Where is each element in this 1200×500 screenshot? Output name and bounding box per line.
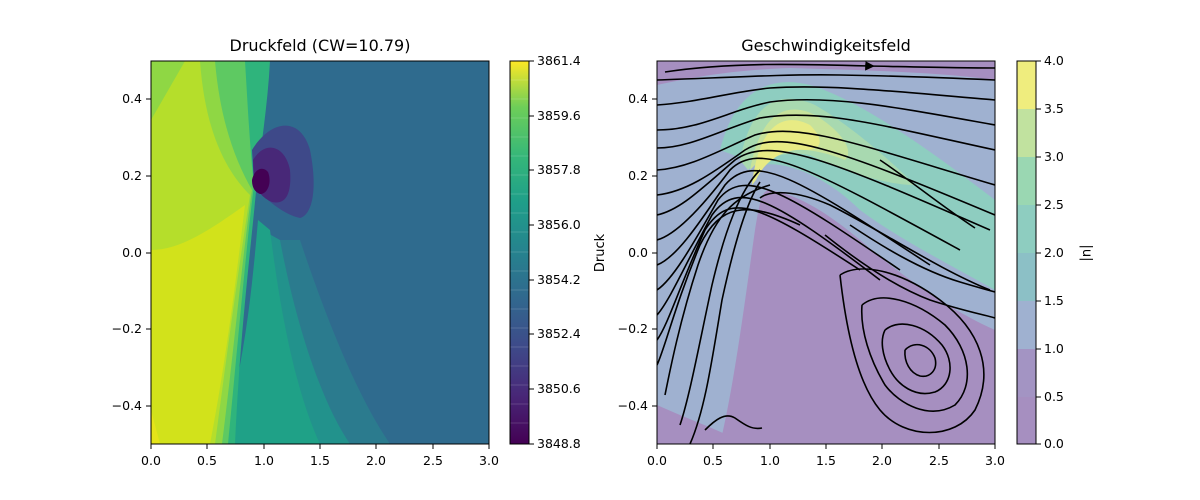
streamline <box>657 130 995 186</box>
pressure-colorbar-tick-label: 3852.4 <box>537 326 581 341</box>
velocity-x-tick-label: 1.0 <box>760 453 780 468</box>
pressure-title: Druckfeld (CW=10.79) <box>230 36 411 55</box>
velocity-contour-3-5 <box>752 120 820 185</box>
vortex-loop-core <box>904 343 937 378</box>
velocity-colorbar-band <box>1017 61 1036 109</box>
streamline <box>824 234 995 319</box>
streamline <box>689 181 761 444</box>
pressure-colorbar-tick-label: 3854.2 <box>537 272 581 287</box>
pressure-plot-area <box>151 61 489 444</box>
velocity-colorbar-band <box>1017 301 1036 349</box>
velocity-x-tick-label: 0.5 <box>703 453 723 468</box>
velocity-streamlines <box>657 61 995 444</box>
streamline <box>657 149 991 231</box>
streamline <box>879 159 976 229</box>
pressure-colorbar-tick-label: 3859.6 <box>537 108 581 123</box>
vortex-loop-inner <box>881 323 951 395</box>
velocity-colorbar-tick-label: 1.0 <box>1044 341 1064 356</box>
streamline <box>657 98 995 131</box>
velocity-y-tick-label: −0.2 <box>618 321 648 336</box>
pressure-y-tick-label: 0.0 <box>122 245 142 260</box>
velocity-colorbar-tick-label: 0.5 <box>1044 389 1064 404</box>
velocity-title: Geschwindigkeitsfeld <box>741 36 911 55</box>
streamline <box>657 196 881 316</box>
streamline <box>657 86 995 106</box>
streamline <box>657 169 931 266</box>
streamline <box>657 157 961 251</box>
pressure-y-axis: 0.4 0.2 0.0 −0.2 −0.4 <box>112 91 151 413</box>
velocity-y-tick-label: 0.2 <box>628 168 648 183</box>
pressure-low-core <box>252 168 270 194</box>
velocity-colorbar-tick-label: 2.5 <box>1044 197 1064 212</box>
streamline <box>664 61 995 73</box>
vortex-loop-outer <box>839 268 985 434</box>
streamline <box>657 140 995 216</box>
velocity-colorbar-band <box>1017 157 1036 205</box>
pressure-panel: Druckfeld (CW=10.79) 0.0 0.5 1.0 1 <box>112 36 608 468</box>
pressure-colorbar-label: Druck <box>593 233 608 272</box>
pressure-colorbar-tick-label: 3857.8 <box>537 162 581 177</box>
pressure-x-tick-label: 3.0 <box>479 453 499 468</box>
pressure-colorbar-tick-label: 3848.8 <box>537 436 581 451</box>
pressure-x-tick-label: 0.0 <box>141 453 161 468</box>
velocity-x-axis: 0.0 0.5 1.0 1.5 2.0 2.5 3.0 <box>647 444 1005 468</box>
velocity-colorbar-tick-label: 0.0 <box>1044 436 1064 451</box>
velocity-colorbar: 4.0 3.5 3.0 2.5 2.0 1.5 1.0 0.5 0.0 |u| <box>1016 53 1094 451</box>
pressure-colorbar-tick-label: 3861.4 <box>537 53 581 68</box>
streamline <box>657 74 995 81</box>
velocity-y-tick-label: 0.4 <box>628 91 648 106</box>
velocity-y-axis: 0.4 0.2 0.0 −0.2 −0.4 <box>618 91 657 413</box>
pressure-colorbar-tick-label: 3850.6 <box>537 381 581 396</box>
pressure-colorbar-gradient <box>510 61 529 444</box>
velocity-colorbar-tick-label: 3.0 <box>1044 149 1064 164</box>
pressure-x-axis: 0.0 0.5 1.0 1.5 2.0 2.5 3.0 <box>141 444 499 468</box>
streamline <box>759 191 991 291</box>
velocity-panel: Geschwindigkeitsfeld <box>618 36 1094 468</box>
pressure-contour-level-14 <box>151 205 245 444</box>
velocity-x-tick-label: 2.5 <box>929 453 949 468</box>
pressure-contour-level-15 <box>151 410 160 444</box>
pressure-contour-level-9 <box>222 220 320 444</box>
velocity-colorbar-band <box>1017 205 1036 253</box>
streamline <box>657 114 995 151</box>
velocity-colorbar-tick-label: 2.0 <box>1044 245 1064 260</box>
pressure-x-tick-label: 2.0 <box>366 453 386 468</box>
streamline <box>657 208 801 366</box>
velocity-x-tick-label: 0.0 <box>647 453 667 468</box>
velocity-x-tick-label: 1.5 <box>816 453 836 468</box>
pressure-y-tick-label: −0.4 <box>112 398 142 413</box>
streamline <box>657 207 861 341</box>
pressure-y-tick-label: 0.2 <box>122 168 142 183</box>
pressure-colorbar-tick-label: 3856.0 <box>537 217 581 232</box>
pressure-colorbar-bands <box>510 79 529 424</box>
pressure-x-tick-label: 2.5 <box>423 453 443 468</box>
velocity-colorbar-band <box>1017 349 1036 397</box>
streamline <box>657 184 901 291</box>
vortex-loop-mid <box>860 297 969 412</box>
pressure-x-tick-label: 1.0 <box>254 453 274 468</box>
velocity-obstacle-wake <box>720 190 995 444</box>
velocity-x-tick-label: 3.0 <box>985 453 1005 468</box>
pressure-x-tick-label: 0.5 <box>197 453 217 468</box>
pressure-colorbar: 3861.4 3859.6 3857.8 3856.0 3854.2 3852.… <box>509 53 608 451</box>
pressure-x-tick-label: 1.5 <box>310 453 330 468</box>
velocity-colorbar-tick-label: 3.5 <box>1044 101 1064 116</box>
streamline <box>704 415 763 431</box>
velocity-colorbar-label: |u| <box>1079 245 1094 262</box>
pressure-y-tick-label: 0.4 <box>122 91 142 106</box>
velocity-colorbar-tick-label: 1.5 <box>1044 293 1064 308</box>
streamline <box>679 169 761 426</box>
velocity-plot-area <box>657 61 995 444</box>
velocity-colorbar-band <box>1017 397 1036 444</box>
velocity-y-tick-label: 0.0 <box>628 245 648 260</box>
velocity-x-tick-label: 2.0 <box>872 453 892 468</box>
velocity-colorbar-tick-label: 4.0 <box>1044 53 1064 68</box>
velocity-colorbar-band <box>1017 253 1036 301</box>
velocity-colorbar-band <box>1017 109 1036 157</box>
velocity-y-tick-label: −0.4 <box>618 398 648 413</box>
pressure-y-tick-label: −0.2 <box>112 321 142 336</box>
